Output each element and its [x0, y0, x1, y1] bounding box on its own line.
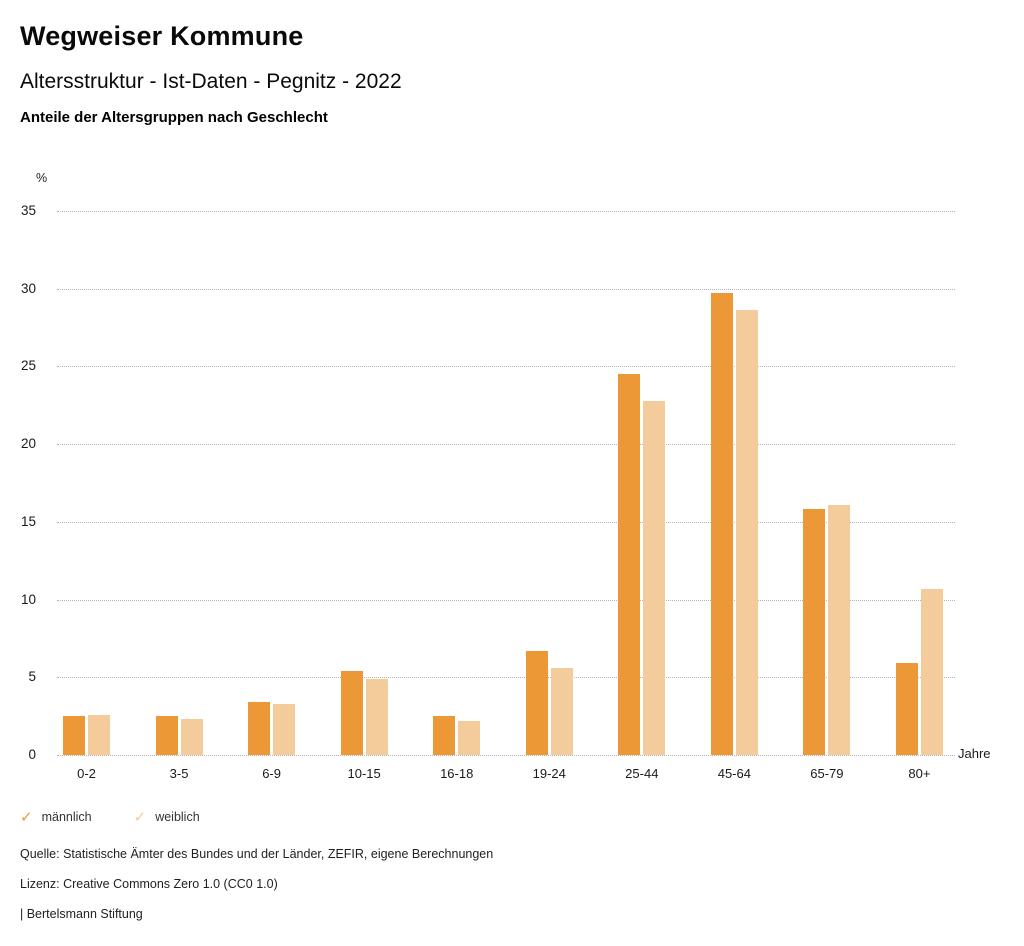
x-tick-16-18: 16-18	[440, 766, 474, 781]
y-tick-25: 25	[20, 358, 36, 374]
gridline-20	[57, 444, 955, 446]
y-tick-35: 35	[20, 203, 36, 218]
bar-weiblich-19-24[interactable]	[550, 667, 573, 755]
y-tick-30: 30	[20, 280, 36, 296]
bar-weiblich-45-64[interactable]	[735, 310, 758, 755]
check-icon: ✓	[133, 808, 147, 826]
y-tick-10: 10	[20, 591, 36, 607]
bar-weiblich-16-18[interactable]	[458, 720, 481, 755]
legend-item-maennlich[interactable]: ✓ männlich	[20, 810, 92, 825]
bar-weiblich-3-5[interactable]	[180, 719, 203, 755]
bar-maennlich-3-5[interactable]	[155, 716, 178, 755]
bar-maennlich-6-9[interactable]	[248, 702, 271, 755]
bar-maennlich-65-79[interactable]	[803, 509, 826, 755]
check-icon: ✓	[20, 808, 33, 826]
x-tick-80+: 80+	[908, 766, 931, 781]
x-tick-19-24: 19-24	[532, 766, 566, 781]
legend-item-label: männlich	[41, 810, 92, 824]
bar-maennlich-10-15[interactable]	[340, 671, 363, 755]
x-tick-10-15: 10-15	[347, 766, 381, 781]
bar-maennlich-80+[interactable]	[895, 663, 918, 755]
bar-weiblich-6-9[interactable]	[273, 703, 296, 755]
y-tick-20: 20	[20, 436, 36, 452]
age-structure-bar-chart: % Jahre 35 30 25 20 15 10 5 0 0-2 3-5 6-9 10-15 16-1…	[20, 169, 1020, 791]
legend: ✓ männlich ✓ weiblich	[20, 808, 1024, 826]
gridline-15	[57, 521, 955, 523]
bar-maennlich-45-64[interactable]	[710, 293, 733, 755]
x-tick-25-44: 25-44	[625, 766, 659, 781]
bar-maennlich-16-18[interactable]	[433, 716, 456, 755]
bar-weiblich-0-2[interactable]	[88, 714, 110, 755]
chart-caption: Anteile der Altersgruppen nach Geschlech…	[20, 109, 328, 126]
bar-maennlich-0-2[interactable]	[63, 716, 85, 755]
attribution-note: | Bertelsmann Stiftung	[20, 907, 143, 921]
bar-weiblich-25-44[interactable]	[643, 400, 666, 755]
gridline-10	[57, 599, 955, 601]
x-tick-0-2: 0-2	[77, 766, 96, 781]
y-tick-0: 0	[28, 747, 36, 762]
chart-subtitle: Altersstruktur - Ist-Daten - Pegnitz - 2…	[20, 70, 402, 93]
x-tick-3-5: 3-5	[169, 766, 189, 781]
page-title: Wegweiser Kommune	[20, 21, 304, 51]
license-note: Lizenz: Creative Commons Zero 1.0 (CC0 1…	[20, 877, 278, 891]
x-tick-6-9: 6-9	[262, 766, 281, 781]
legend-item-label: weiblich	[155, 810, 200, 824]
bar-weiblich-10-15[interactable]	[365, 678, 388, 755]
legend-item-weiblich[interactable]: ✓ weiblich	[134, 810, 200, 825]
footer: Quelle: Statistische Ämter des Bundes un…	[20, 847, 1024, 922]
x-axis-label: Jahre	[958, 746, 991, 761]
x-tick-65-79: 65-79	[810, 766, 844, 781]
bar-maennlich-19-24[interactable]	[525, 650, 548, 755]
gridline-35	[57, 211, 955, 212]
gridline-0	[57, 755, 955, 756]
gridline-5	[57, 677, 955, 679]
y-tick-5: 5	[28, 669, 36, 685]
bar-weiblich-65-79[interactable]	[828, 504, 851, 755]
gridline-30	[57, 288, 955, 290]
y-axis-unit-label: %	[36, 171, 48, 185]
y-tick-15: 15	[20, 513, 36, 529]
bar-weiblich-80+[interactable]	[920, 588, 943, 755]
source-note: Quelle: Statistische Ämter des Bundes un…	[20, 847, 494, 861]
gridline-25	[57, 366, 955, 368]
x-tick-45-64: 45-64	[717, 766, 751, 781]
bar-maennlich-25-44[interactable]	[618, 374, 641, 755]
